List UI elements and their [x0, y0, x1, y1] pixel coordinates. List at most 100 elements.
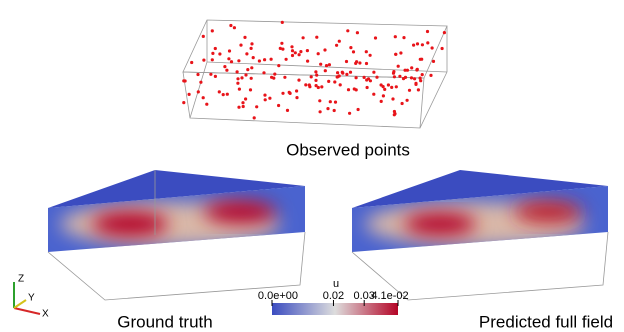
point [391, 97, 395, 101]
point [419, 79, 423, 83]
point [295, 96, 299, 100]
point [332, 108, 336, 113]
point [401, 77, 406, 81]
point [327, 79, 331, 83]
point [320, 85, 324, 89]
point [362, 75, 366, 79]
point [390, 85, 394, 89]
colorbar-tick-label: 0.03 [353, 290, 374, 302]
point [400, 101, 404, 106]
point [262, 71, 266, 75]
point [338, 83, 342, 87]
point [414, 81, 418, 85]
point [348, 111, 352, 115]
point [398, 74, 402, 78]
point [263, 58, 267, 62]
point [293, 51, 297, 55]
point [244, 73, 248, 77]
point [280, 20, 284, 24]
point [335, 43, 339, 47]
point [323, 69, 327, 73]
point [354, 76, 358, 80]
point [229, 60, 234, 64]
point [430, 46, 434, 50]
point [244, 97, 248, 101]
point [358, 61, 362, 65]
point [375, 75, 379, 79]
point [346, 88, 351, 92]
point [236, 77, 240, 81]
point [336, 75, 340, 79]
point [337, 39, 341, 43]
point [273, 72, 277, 76]
point [202, 58, 206, 62]
point [249, 46, 253, 51]
point [318, 99, 322, 103]
point [277, 64, 281, 68]
point [281, 91, 285, 95]
axis-label: Z [18, 274, 24, 285]
point [386, 83, 390, 87]
point [415, 42, 420, 46]
colorbar-tick-label: 4.1e-02 [371, 290, 408, 302]
colorbar-gradient [272, 303, 398, 315]
point [290, 53, 295, 58]
point [307, 83, 311, 87]
point [288, 91, 292, 95]
point [240, 76, 244, 80]
point [251, 56, 255, 60]
point [319, 62, 323, 66]
point [333, 80, 337, 84]
point [272, 76, 276, 80]
point [372, 92, 376, 96]
point [187, 92, 191, 96]
point [314, 70, 318, 74]
point [440, 46, 444, 51]
point [304, 83, 308, 87]
point [201, 34, 205, 39]
point [392, 70, 396, 74]
point [415, 67, 419, 71]
point [348, 70, 353, 74]
point [213, 74, 217, 78]
point [225, 92, 229, 96]
point [250, 66, 254, 70]
point [243, 35, 247, 40]
point [309, 75, 313, 79]
point [257, 59, 261, 63]
point [345, 72, 349, 76]
point [315, 35, 319, 39]
point [210, 58, 214, 62]
point [364, 61, 369, 66]
point [306, 59, 310, 63]
point [418, 76, 422, 80]
point [211, 51, 215, 56]
point [277, 103, 281, 108]
point [278, 46, 282, 51]
points-box [182, 19, 448, 129]
point [393, 35, 397, 39]
point [341, 71, 345, 75]
point [297, 78, 301, 82]
point [190, 60, 194, 65]
panel-title: Predicted full field [479, 312, 613, 331]
point [223, 65, 227, 69]
panel-title: Ground truth [117, 312, 212, 331]
point [245, 52, 249, 56]
point [333, 100, 338, 104]
point [199, 80, 203, 84]
point [221, 93, 225, 97]
point [209, 72, 213, 76]
point [316, 85, 320, 90]
point [249, 76, 253, 80]
point [248, 88, 253, 92]
point [429, 73, 433, 77]
point [365, 85, 369, 90]
point [182, 101, 186, 105]
point [405, 68, 409, 72]
point [239, 43, 243, 47]
point [326, 107, 330, 111]
point [355, 31, 359, 35]
point [315, 73, 319, 77]
point [399, 51, 403, 55]
